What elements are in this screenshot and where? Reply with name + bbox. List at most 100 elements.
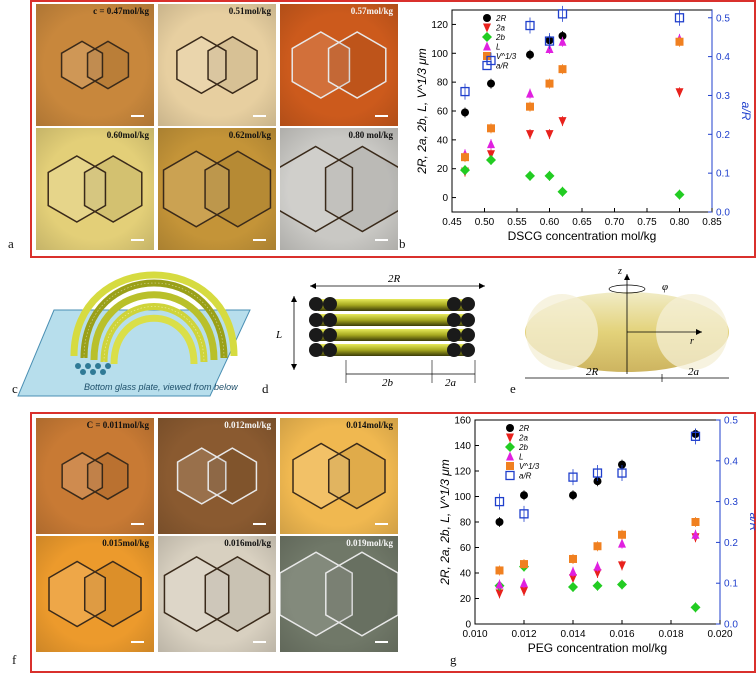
concentration-label: 0.016mol/kg [224,538,271,548]
data-point [495,518,504,526]
data-point [544,36,555,46]
crystal-shape [176,35,258,95]
data-point [568,582,578,593]
tube-end [105,363,111,369]
tube-end [75,363,81,369]
chart-peg-dimensions: 0.010 0.012 0.014 0.016 0.018 0.020 0 20 40 60 80 1… [438,416,755,656]
diagram-arched-bundle: Bottom glass plate, viewed from below [17,271,251,397]
y2-tick-label: 0.4 [716,52,730,63]
data-point [506,433,514,443]
panel-label-d: d [262,381,269,396]
y2-tick-label: 0.2 [716,130,730,141]
x-tick-label: 0.016 [609,629,634,640]
data-point [617,579,627,590]
data-point [569,491,577,500]
y-tick-label: 120 [454,467,471,478]
series-L [495,529,700,590]
micrograph-tile: 0.62mol/kg [158,128,276,250]
panel-label-b: b [399,236,406,251]
crystal-shape [163,556,271,632]
x-tick-label: 0.75 [637,217,657,228]
micrograph-tile: 0.016mol/kg [158,536,276,652]
data-point [558,31,567,40]
concentration-label: 0.57mol/kg [350,6,393,16]
data-point [526,130,534,140]
data-point [460,86,470,97]
scale-bar [131,641,144,643]
y2-tick-label: 0.5 [724,416,738,427]
series-L [461,33,684,160]
legend-label: L [519,453,523,462]
scale-bar [253,239,266,241]
y2-tick-label: 0.0 [716,208,730,219]
label-L: L [275,329,282,341]
data-point [506,424,514,432]
legend-label: 2b [518,443,528,452]
legend-label: 2a [518,434,528,443]
x-tick-label: 0.55 [507,217,527,228]
diagram-bundle-side: 2R L 2b 2a [275,273,485,389]
data-point [593,542,602,551]
x-axis-label: PEG concentration mol/kg [528,641,667,655]
y-tick-label: 20 [460,594,472,605]
y2-tick-label: 0.5 [716,13,730,24]
plate-caption: Bottom glass plate, viewed from below [84,382,238,392]
legend-label: V^1/3 [496,52,517,61]
rod [318,329,468,341]
data-point [494,496,505,507]
data-point [487,124,495,133]
data-point [618,561,626,571]
y-tick-label: 20 [437,164,449,175]
axis-z: z [617,266,622,277]
y-tick-label: 60 [437,107,449,118]
series-2b [460,155,685,200]
series-a/R [494,428,701,522]
panel-label-e: e [510,381,516,396]
panel-label-g: g [450,652,457,667]
legend-label: 2R [518,424,529,433]
concentration-label: 0.80 mol/kg [348,130,393,140]
micrograph-tile: 0.015mol/kg [36,536,154,652]
figure-frame-top [30,0,756,258]
y2-tick-label: 0.4 [724,456,738,467]
scale-bar [375,641,388,643]
micrograph-tile: 0.80 mol/kg [280,128,398,250]
legend-label: a/R [496,62,509,71]
data-point [568,472,578,482]
plot-frame [451,9,713,213]
data-point [593,477,602,486]
tube-end [80,369,86,375]
data-point [495,566,504,575]
y-tick-label: 120 [431,20,448,31]
concentration-label: 0.015mol/kg [102,538,149,548]
label-2R: 2R [388,273,401,285]
data-point [461,153,469,162]
data-point [617,468,627,478]
data-point [675,88,684,98]
x-tick-label: 0.012 [511,629,536,640]
legend-label: 2b [495,33,505,42]
series-a/R [460,5,685,100]
x-tick-label: 0.018 [658,629,683,640]
data-point [557,9,568,19]
y2-tick-label: 0.3 [716,91,730,102]
figure-frame-bottom [30,412,756,673]
data-point [674,13,685,23]
series-2R [461,30,567,118]
label-2a-torus: 2a [688,366,700,378]
micrograph-tile: C = 0.011mol/kg [36,418,154,534]
x-tick-label: 0.014 [560,629,585,640]
crystal-shape [61,451,129,501]
data-point [691,529,700,539]
concentration-label: 0.60mol/kg [106,130,149,140]
data-point [558,65,567,74]
label-2R-torus: 2R [586,366,599,378]
data-point [690,431,701,441]
scale-bar [253,115,266,117]
data-point [569,554,577,563]
data-point [519,509,529,519]
data-point [525,20,535,31]
crystal-shape [292,442,386,510]
tube-arc [80,279,228,359]
